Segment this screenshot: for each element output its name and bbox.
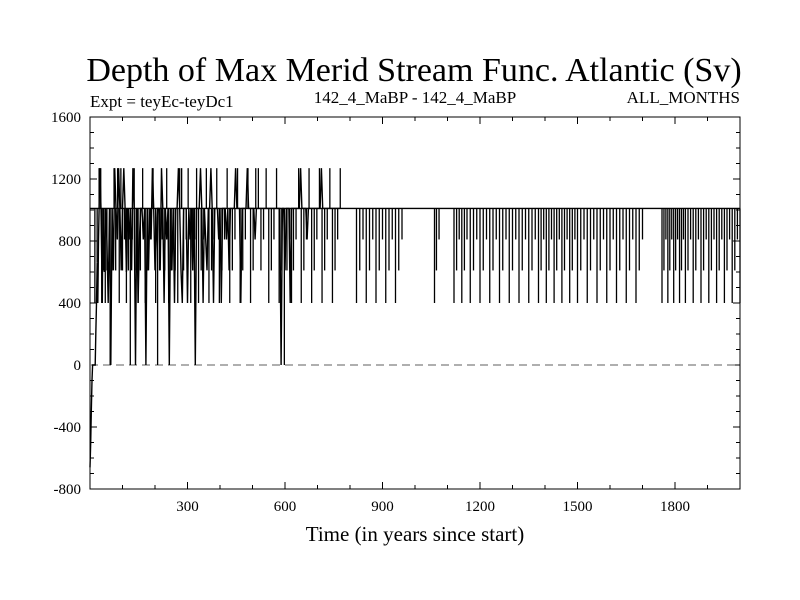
y-tick-label: -400 — [54, 420, 82, 436]
y-tick-label: 800 — [59, 234, 82, 250]
y-tick-label: 400 — [59, 296, 82, 312]
x-tick-label: 300 — [176, 499, 199, 515]
chart-title: Depth of Max Merid Stream Func. Atlantic… — [86, 52, 741, 89]
x-axis-label: Time (in years since start) — [306, 522, 525, 546]
chart-subtitle-left: Expt = teyEc-teyDc1 — [90, 92, 234, 111]
x-tick-label: 1200 — [465, 499, 495, 515]
x-tick-label: 1500 — [563, 499, 593, 515]
x-tick-label: 1800 — [660, 499, 690, 515]
series-line-early — [89, 168, 340, 468]
y-tick-label: -800 — [54, 482, 82, 498]
y-tick-label: 0 — [74, 358, 82, 374]
x-axis: 300 600 900 1200 1500 1800 — [122, 117, 708, 515]
x-tick-label: 900 — [371, 499, 394, 515]
y-tick-label: 1600 — [51, 110, 81, 126]
y-tick-label: 1200 — [51, 172, 81, 188]
chart-subtitle-right: ALL_MONTHS — [627, 88, 740, 107]
x-tick-label: 600 — [274, 499, 297, 515]
chart-subtitle-center: 142_4_MaBP - 142_4_MaBP — [314, 88, 516, 107]
series-group — [89, 168, 741, 468]
y-axis: -800 -400 0 400 800 1200 1600 — [51, 110, 740, 498]
